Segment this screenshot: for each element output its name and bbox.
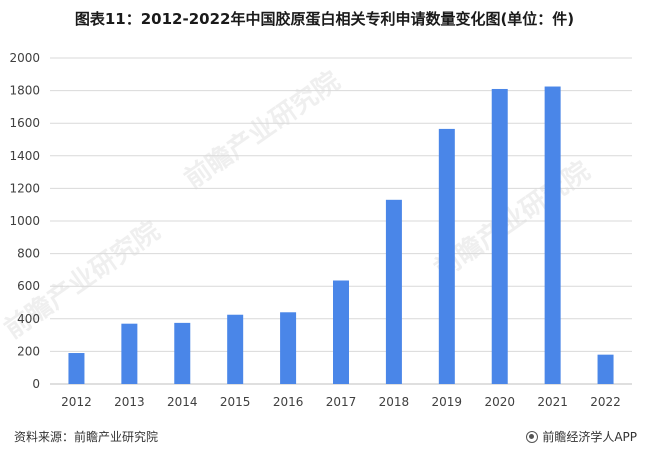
y-tick-label: 2000 — [9, 51, 40, 65]
y-tick-label: 400 — [17, 312, 40, 326]
bar-2022 — [597, 354, 614, 384]
brand-label: 前瞻经济学人APP — [542, 430, 637, 444]
bar-2012 — [68, 353, 85, 384]
y-tick-label: 200 — [17, 344, 40, 358]
y-tick-label: 0 — [32, 377, 40, 391]
bar-2013 — [121, 323, 138, 384]
bar-chart: 0 200 400 600 800 1000 1200 1400 1600 1800 2000 20… — [9, 51, 632, 409]
source-note: 资料来源：前瞻产业研究院 — [14, 430, 159, 444]
x-tick-label: 2012 — [61, 395, 92, 409]
bars — [68, 86, 614, 385]
y-tick-label: 1200 — [9, 181, 40, 195]
x-tick-label: 2018 — [379, 395, 410, 409]
bar-2019 — [438, 128, 455, 384]
x-tick-label: 2017 — [326, 395, 357, 409]
y-tick-label: 600 — [17, 279, 40, 293]
y-tick-label: 1600 — [9, 116, 40, 130]
x-tick-label: 2015 — [220, 395, 251, 409]
bar-2021 — [544, 86, 561, 385]
brand-logo-icon — [526, 430, 539, 443]
x-tick-label: 2020 — [484, 395, 515, 409]
brand-credit: 前瞻经济学人APP — [526, 428, 637, 445]
x-tick-label: 2022 — [590, 395, 621, 409]
y-tick-label: 1400 — [9, 149, 40, 163]
x-tick-label: 2016 — [273, 395, 304, 409]
chart-title: 图表11：2012-2022年中国胶原蛋白相关专利申请数量变化图(单位：件) — [74, 10, 575, 28]
x-tick-label: 2021 — [537, 395, 568, 409]
bar-2018 — [385, 199, 402, 384]
bar-2016 — [280, 312, 297, 384]
x-tick-label: 2019 — [432, 395, 463, 409]
bar-2017 — [333, 280, 349, 384]
bar-2020 — [491, 88, 508, 384]
x-tick-label: 2014 — [167, 395, 198, 409]
x-axis-ticks: 2012 2013 2014 2015 2016 2017 2018 2019 2020 2021… — [61, 395, 621, 409]
x-tick-label: 2013 — [114, 395, 145, 409]
bar-2015 — [227, 314, 244, 384]
bar-2014 — [174, 322, 191, 384]
y-tick-label: 800 — [17, 247, 40, 261]
y-axis-ticks: 0 200 400 600 800 1000 1200 1400 1600 1800 2000 — [9, 51, 40, 391]
y-tick-label: 1000 — [9, 214, 40, 228]
y-tick-label: 1800 — [9, 84, 40, 98]
